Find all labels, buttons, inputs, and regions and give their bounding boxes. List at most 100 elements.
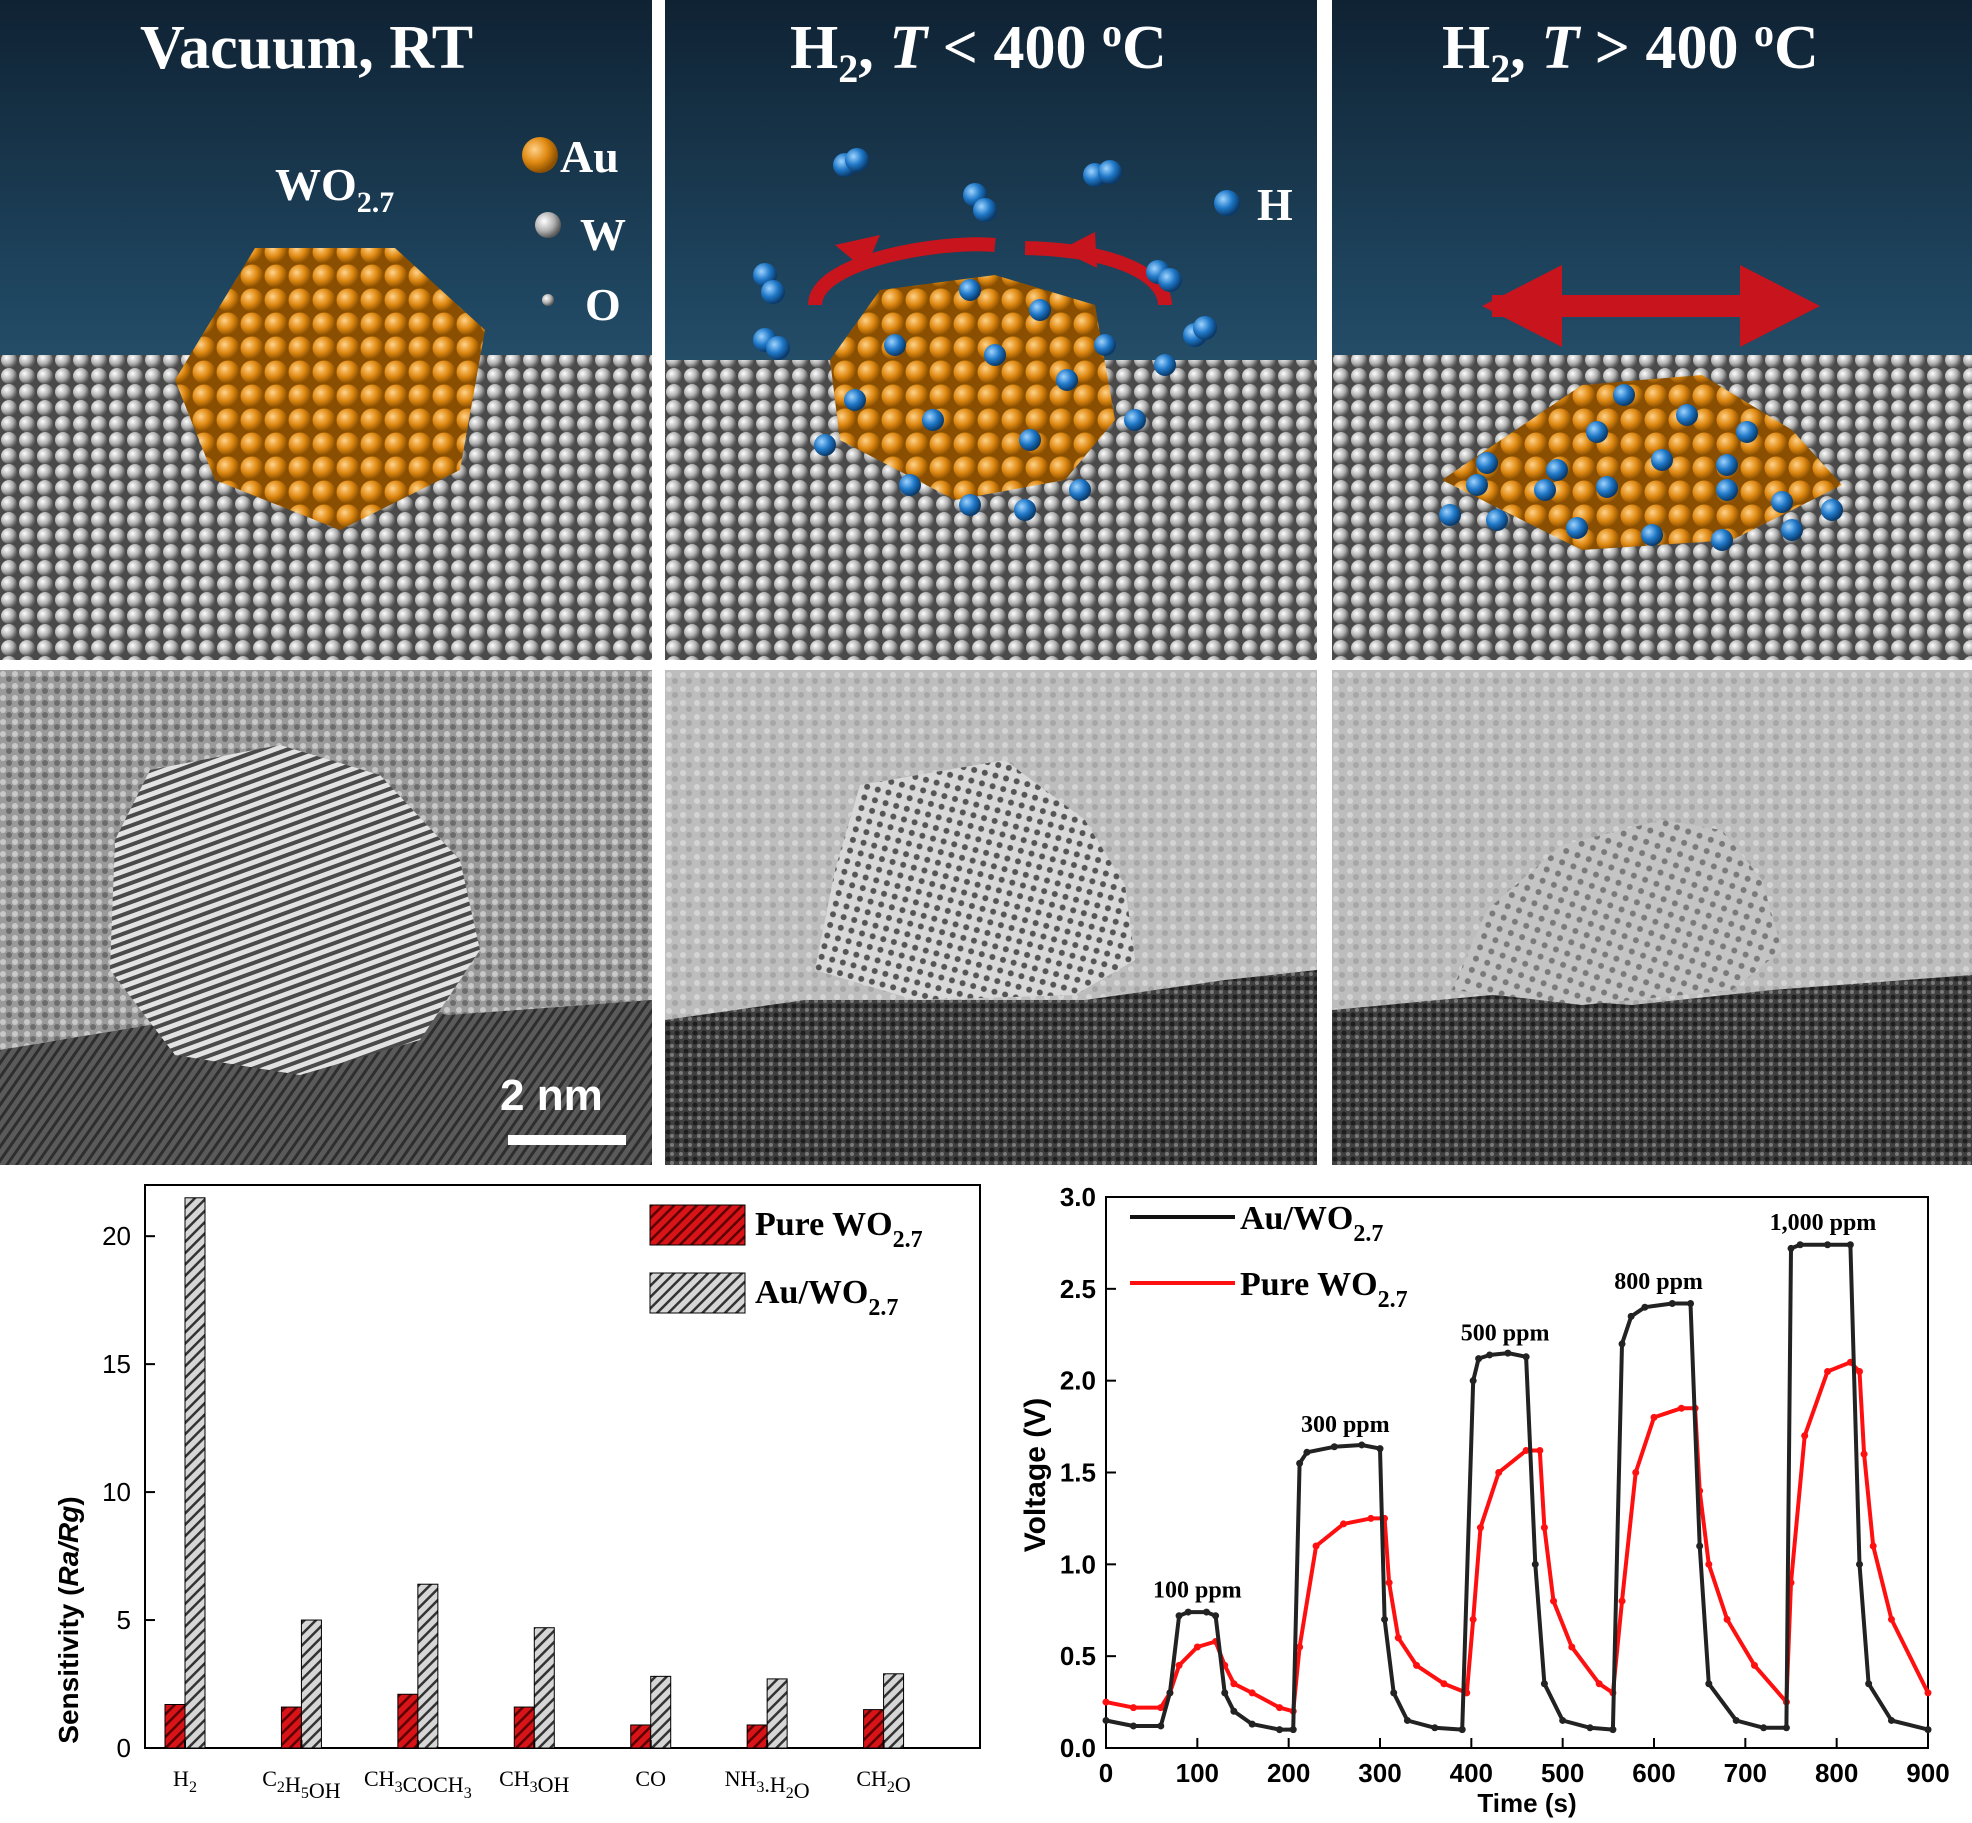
- data-point: [1504, 1349, 1512, 1357]
- x-tick-label: 0: [1099, 1758, 1113, 1788]
- data-point: [1296, 1643, 1304, 1651]
- data-point: [1193, 1643, 1201, 1651]
- panel-title: Vacuum, RT: [140, 14, 473, 82]
- data-point: [1431, 1724, 1439, 1732]
- bar-pure-wo2.7: [513, 1706, 535, 1749]
- data-point: [1303, 1448, 1311, 1456]
- bar-au-wo2.7: [650, 1675, 672, 1749]
- data-point: [1166, 1689, 1174, 1697]
- data-point: [1221, 1689, 1229, 1697]
- data-point: [1230, 1680, 1238, 1688]
- y-axis-label: Voltage (V): [1019, 1398, 1052, 1552]
- data-point: [1458, 1726, 1466, 1734]
- voltage-line-chart: 0 100 200 300 400 500 600 700 800 900 0.0 0.5 1.0 1.5…: [1019, 1182, 1950, 1818]
- sensitivity-bar-chart: 0 5 10 15 20 H2 C2H5OH CH3COCH3 CH3OH CO NH3.H2O C…: [53, 1184, 981, 1803]
- data-point: [1385, 1579, 1393, 1587]
- data-point: [1924, 1726, 1932, 1734]
- tem-h2-high-svg: [1332, 670, 1972, 1165]
- data-point: [1540, 1524, 1548, 1532]
- y-tick-label: 0.0: [1060, 1733, 1096, 1763]
- tem-vacuum-svg: 2 nm: [0, 670, 652, 1165]
- data-point: [1184, 1608, 1192, 1616]
- au-nanoparticle: [830, 275, 1115, 500]
- data-point: [1394, 1634, 1402, 1642]
- x-tick-label: 300: [1358, 1758, 1401, 1788]
- y-tick-label: 1.0: [1060, 1549, 1096, 1579]
- x-axis-label: Time (s): [1477, 1788, 1576, 1818]
- tem-image-h2-high: [1332, 670, 1972, 1165]
- data-point: [1650, 1413, 1658, 1421]
- data-point: [1276, 1704, 1284, 1712]
- data-point: [1595, 1680, 1603, 1688]
- concentration-annotation: 1,000 ppm: [1770, 1210, 1877, 1236]
- data-point: [1531, 1560, 1539, 1568]
- y-tick-label: 0: [117, 1733, 131, 1763]
- data-point: [1102, 1698, 1110, 1706]
- x-tick-label: CH3COCH3: [364, 1766, 472, 1802]
- data-point: [1312, 1542, 1320, 1550]
- y-tick-label: 0.5: [1060, 1641, 1096, 1671]
- data-point: [1687, 1300, 1695, 1308]
- data-point: [1618, 1597, 1626, 1605]
- data-point: [1723, 1615, 1731, 1623]
- data-point: [1202, 1608, 1210, 1616]
- x-tick-label: NH3.H2O: [725, 1766, 810, 1803]
- bar-au-wo2.7: [300, 1619, 322, 1749]
- tem-image-h2-low: [665, 670, 1317, 1165]
- data-point: [1732, 1716, 1740, 1724]
- tem-h2-low-svg: [665, 670, 1317, 1165]
- concentration-annotation: 100 ppm: [1153, 1577, 1242, 1603]
- data-point: [1796, 1241, 1804, 1249]
- w-legend-label: W: [580, 209, 626, 260]
- y-tick-label: 2.5: [1060, 1274, 1096, 1304]
- data-point: [1403, 1716, 1411, 1724]
- panel-title: H2, T < 400 oC: [790, 10, 1167, 91]
- bar-au-wo2.7: [417, 1583, 439, 1749]
- y-tick-label: 10: [102, 1477, 131, 1507]
- data-point: [1175, 1612, 1183, 1620]
- plot-frame: [1105, 1196, 1929, 1749]
- data-point: [1440, 1680, 1448, 1688]
- data-point: [1469, 1377, 1477, 1385]
- data-point: [1860, 1450, 1868, 1458]
- au-particle-lattice: [1452, 820, 1782, 1005]
- y-tick-label: 1.5: [1060, 1458, 1096, 1488]
- au-particle-lattice: [110, 745, 480, 1075]
- bar-au-wo2.7: [883, 1673, 905, 1749]
- data-point: [1469, 1615, 1477, 1623]
- bar-pure-wo2.7: [630, 1724, 652, 1749]
- x-tick-label: 100: [1176, 1758, 1219, 1788]
- tem-image-vacuum: 2 nm: [0, 670, 652, 1165]
- schematic-panel-vacuum: Vacuum, RT WO2.7 Au W O: [0, 0, 652, 660]
- panel-title: H2, T > 400 oC: [1442, 10, 1819, 91]
- bar-pure-wo2.7: [164, 1703, 186, 1749]
- data-point: [1381, 1615, 1389, 1623]
- y-tick-label: 15: [102, 1349, 131, 1379]
- data-point: [1289, 1726, 1297, 1734]
- data-point: [1677, 1404, 1685, 1412]
- data-point: [1522, 1446, 1530, 1454]
- data-point: [1248, 1689, 1256, 1697]
- x-tick-label: CO: [635, 1766, 666, 1791]
- x-tick-label: CH3OH: [499, 1766, 569, 1797]
- data-point: [1157, 1722, 1165, 1730]
- data-point: [1476, 1524, 1484, 1532]
- x-tick-label: 700: [1724, 1758, 1767, 1788]
- data-point: [1750, 1661, 1758, 1669]
- series-line-pure-wo2.7: [1105, 1360, 1930, 1714]
- bar-pure-wo2.7: [280, 1706, 302, 1749]
- data-point: [1390, 1689, 1398, 1697]
- data-point: [1760, 1724, 1768, 1732]
- concentration-annotation: 800 ppm: [1614, 1269, 1703, 1295]
- h-legend-icon: [1214, 190, 1240, 216]
- concentration-annotation: 300 ppm: [1301, 1412, 1390, 1438]
- x-tick-label: 600: [1632, 1758, 1675, 1788]
- x-tick-label: 900: [1906, 1758, 1949, 1788]
- data-point: [1129, 1722, 1137, 1730]
- x-tick-label: H2: [173, 1766, 197, 1796]
- data-point: [1175, 1661, 1183, 1669]
- data-point: [1924, 1689, 1932, 1697]
- o-legend-icon: [542, 294, 554, 306]
- bar-au-wo2.7: [184, 1197, 206, 1749]
- data-point: [1540, 1680, 1548, 1688]
